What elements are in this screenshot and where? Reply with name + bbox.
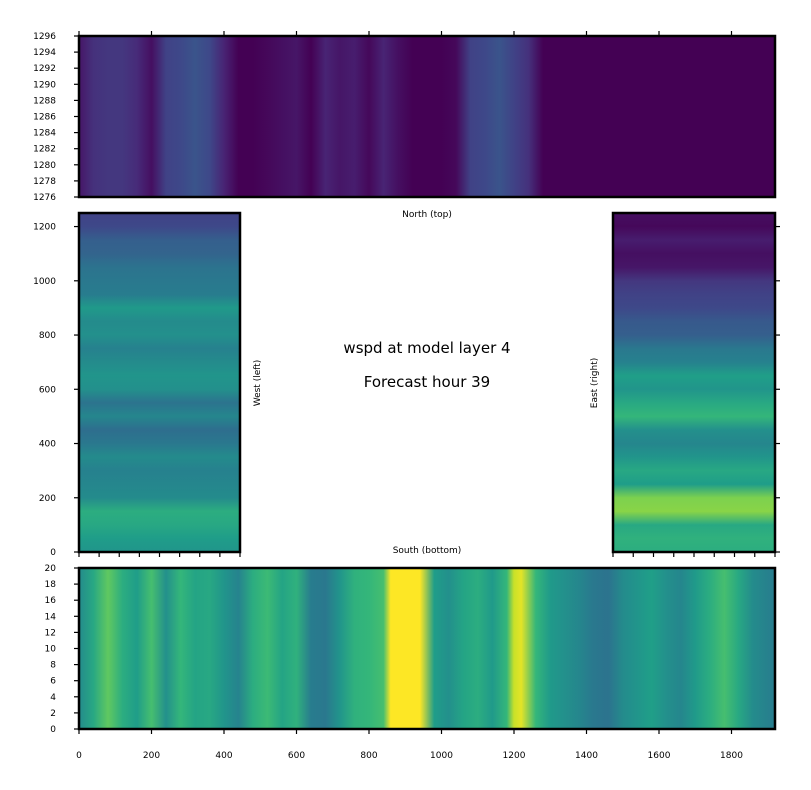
west-heatmap — [79, 213, 240, 552]
south-heatmap — [79, 568, 775, 729]
south-xtick-label: 1000 — [430, 751, 453, 761]
south-heat-field — [79, 568, 775, 729]
south-xtick-label: 400 — [215, 751, 232, 761]
north-ytick-label: 1296 — [33, 32, 56, 42]
west-ytick-label: 1000 — [33, 277, 56, 287]
north-ytick-label: 1278 — [33, 177, 56, 187]
figure-title: wspd at model layer 4 — [343, 339, 510, 357]
north-axes: 1276 1278 1280 1282 1284 1286 1288 1290 1292 1294… — [33, 31, 733, 203]
south-ytick-label: 10 — [45, 645, 57, 655]
north-ytick-label: 1294 — [33, 48, 56, 58]
west-label: West (left) — [253, 360, 263, 407]
west-ytick-label: 800 — [39, 331, 56, 341]
south-xtick-label: 1200 — [503, 751, 526, 761]
north-ytick-label: 1282 — [33, 145, 56, 155]
south-xtick-label: 1600 — [648, 751, 671, 761]
north-ytick-label: 1290 — [33, 80, 56, 90]
south-xtick-label: 600 — [288, 751, 305, 761]
east-label: East (right) — [590, 358, 600, 408]
south-ytick-label: 0 — [50, 725, 56, 735]
north-label: North (top) — [402, 210, 452, 220]
east-heat-field — [613, 213, 775, 552]
south-ytick-label: 18 — [45, 580, 57, 590]
north-heatmap — [79, 36, 775, 197]
south-ytick-label: 6 — [50, 677, 56, 687]
south-label: South (bottom) — [393, 546, 462, 556]
east-heatmap — [613, 213, 775, 552]
south-ytick-label: 8 — [50, 661, 56, 671]
west-ytick-label: 600 — [39, 385, 56, 395]
south-xtick-label: 200 — [143, 751, 160, 761]
south-ytick-label: 14 — [45, 612, 57, 622]
west-ytick-label: 0 — [50, 548, 56, 558]
south-xtick-label: 800 — [360, 751, 377, 761]
north-ytick-label: 1288 — [33, 96, 56, 106]
south-ytick-label: 20 — [45, 564, 57, 574]
south-ytick-label: 16 — [45, 596, 57, 606]
east-panel: East (right) — [590, 211, 780, 557]
north-heat-field — [79, 36, 775, 197]
figure-subtitle: Forecast hour 39 — [364, 373, 490, 391]
north-ytick-label: 1280 — [33, 161, 56, 171]
west-ytick-label: 200 — [39, 494, 56, 504]
north-ytick-label: 1276 — [33, 193, 56, 203]
south-xtick-label: 1800 — [720, 751, 743, 761]
south-ytick-label: 4 — [50, 693, 56, 703]
north-ytick-label: 1284 — [33, 129, 56, 139]
west-ytick-label: 400 — [39, 440, 56, 450]
north-ytick-label: 1286 — [33, 113, 56, 123]
south-ytick-label: 12 — [45, 628, 56, 638]
west-ytick-label: 1200 — [33, 223, 56, 233]
east-axes — [612, 225, 780, 557]
west-axes: 0 200 400 600 800 1000 1200 — [33, 223, 241, 558]
west-panel: 0 200 400 600 800 1000 1200 West (left) — [33, 211, 263, 558]
west-heat-field — [79, 213, 240, 552]
north-panel: 1276 1278 1280 1282 1284 1286 1288 1290 1292 1294… — [33, 31, 777, 220]
south-xtick-label: 0 — [76, 751, 82, 761]
south-xtick-label: 1400 — [575, 751, 598, 761]
north-ytick-label: 1292 — [33, 64, 56, 74]
south-ytick-label: 2 — [50, 709, 56, 719]
